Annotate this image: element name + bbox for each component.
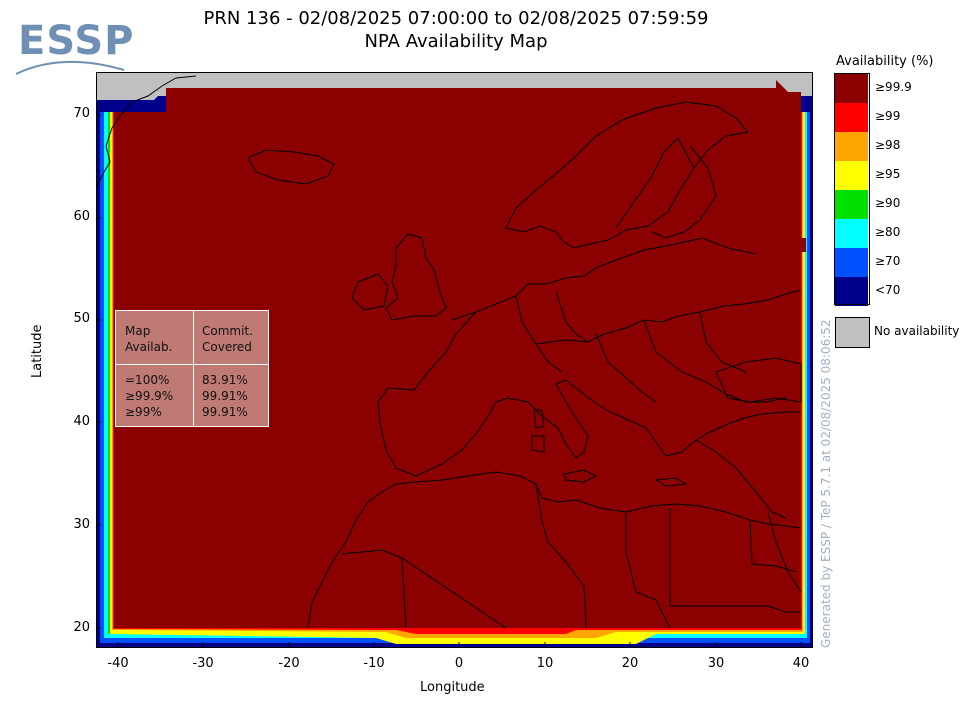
y-tick-label: 60 xyxy=(73,209,90,224)
legend-label: ≥95 xyxy=(875,167,901,181)
logo-text: ESSP xyxy=(18,18,135,64)
legend-swatch xyxy=(835,161,868,190)
stats-header-map-availability: Map Availab. xyxy=(125,324,173,354)
x-tick-label: -30 xyxy=(192,656,214,671)
x-tick-label: -40 xyxy=(107,656,129,671)
stats-thresholds: =100% ≥99.9% ≥99% xyxy=(125,373,174,419)
legend-label: ≥99 xyxy=(875,109,901,123)
y-tick-label: 70 xyxy=(73,106,90,121)
stats-coverage-values: 83.91% 99.91% 99.91% xyxy=(202,373,248,419)
legend-label: <70 xyxy=(875,283,901,297)
legend-label: ≥98 xyxy=(875,138,901,152)
legend-swatch xyxy=(835,103,868,132)
legend-label: ≥80 xyxy=(875,225,901,239)
plot-frame xyxy=(96,72,813,648)
legend-swatch-no-availability xyxy=(835,317,870,348)
essp-logo: ESSP xyxy=(12,8,135,80)
x-tick-label: -10 xyxy=(363,656,385,671)
legend-swatch xyxy=(835,74,868,103)
map-subtitle: NPA Availability Map xyxy=(364,31,548,52)
x-tick-label: -20 xyxy=(278,656,300,671)
legend-swatch xyxy=(835,219,868,248)
stats-header-commit-covered: Commit. Covered xyxy=(202,324,253,354)
y-ticks xyxy=(96,114,101,629)
x-ticks xyxy=(117,642,802,648)
legend-title: Availability (%) xyxy=(836,54,934,69)
x-tick-label: 20 xyxy=(621,656,639,671)
coastlines xyxy=(96,75,802,629)
x-axis-title: Longitude xyxy=(420,680,485,695)
logo-swoosh xyxy=(15,60,125,75)
legend-swatch xyxy=(835,277,868,306)
legend-label: ≥90 xyxy=(875,196,901,210)
generation-credit: Generated by ESSP / TeP 5.7.1 at 02/08/2… xyxy=(819,319,833,648)
y-tick-label: 40 xyxy=(73,414,90,429)
y-axis-title: Latitude xyxy=(30,324,45,378)
availability-stats-table: Map Availab. Commit. Covered =100% ≥99.9… xyxy=(115,310,269,427)
legend-swatch xyxy=(835,132,868,161)
x-tick-label: 40 xyxy=(792,656,810,671)
band-999 xyxy=(114,80,806,628)
y-tick-label: 50 xyxy=(73,311,90,326)
legend-label-no-availability: No availability xyxy=(874,324,960,338)
x-tick-label: 0 xyxy=(454,656,464,671)
legend-swatch xyxy=(835,248,868,277)
x-tick-label: 30 xyxy=(707,656,725,671)
y-tick-label: 20 xyxy=(73,620,90,635)
y-tick-label: 30 xyxy=(73,517,90,532)
map-title: PRN 136 - 02/08/2025 07:00:00 to 02/08/2… xyxy=(203,8,709,29)
legend-label: ≥99.9 xyxy=(875,80,912,94)
x-tick-label: 10 xyxy=(536,656,554,671)
legend-swatch xyxy=(835,190,868,219)
legend-label: ≥70 xyxy=(875,254,901,268)
